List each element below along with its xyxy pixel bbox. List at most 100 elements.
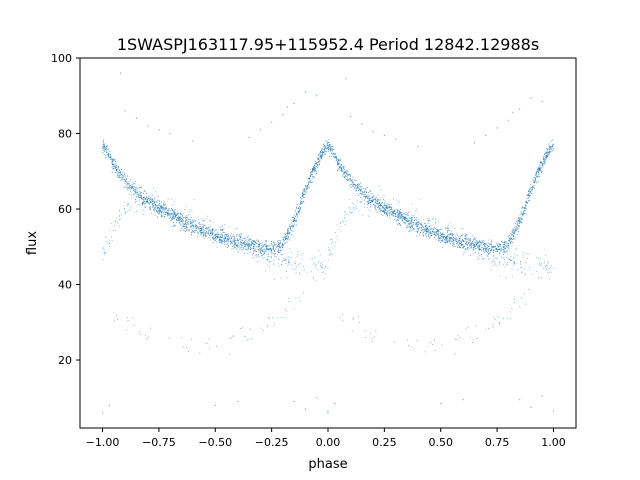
data-point [275, 255, 277, 257]
data-point [159, 203, 161, 205]
data-point [199, 231, 201, 233]
data-point [315, 171, 317, 173]
data-point [497, 245, 499, 247]
data-point [370, 200, 372, 202]
data-point [224, 232, 226, 234]
data-point [127, 204, 129, 206]
data-point [514, 263, 516, 265]
data-point [487, 248, 489, 250]
data-point [185, 222, 187, 224]
data-point [111, 240, 113, 242]
data-point [356, 186, 359, 188]
data-point [425, 227, 427, 229]
data-point [191, 338, 193, 340]
data-point [301, 201, 303, 203]
data-point [486, 254, 488, 256]
data-point [244, 335, 246, 337]
data-point [377, 203, 379, 205]
data-point [526, 198, 528, 200]
data-point [416, 228, 418, 230]
data-point [195, 227, 197, 229]
data-point [449, 222, 451, 224]
data-point [508, 245, 510, 247]
data-point [298, 211, 300, 213]
data-point [154, 207, 156, 209]
data-point [148, 206, 151, 208]
data-point [466, 247, 468, 249]
data-point [146, 192, 148, 194]
data-point [312, 175, 314, 177]
data-point [262, 258, 264, 260]
data-point [420, 227, 422, 229]
data-point [410, 230, 412, 232]
data-point [125, 211, 127, 213]
data-point [335, 153, 337, 155]
data-point [225, 234, 227, 236]
data-point [342, 175, 344, 177]
data-point [343, 166, 345, 168]
data-point [531, 189, 533, 191]
data-point [538, 167, 540, 169]
data-point [435, 218, 437, 220]
data-point [192, 228, 194, 230]
data-point [487, 251, 489, 254]
data-point [141, 195, 143, 197]
data-point [461, 234, 463, 236]
data-point [396, 216, 398, 218]
data-point [247, 338, 249, 340]
data-point [470, 247, 472, 249]
data-point [126, 210, 128, 212]
data-point [255, 254, 257, 256]
data-point [508, 258, 510, 260]
data-point [407, 222, 409, 224]
data-point [221, 226, 223, 228]
data-point [278, 250, 280, 252]
data-point [116, 170, 118, 172]
data-point [293, 400, 295, 403]
data-point [102, 149, 104, 152]
data-point [130, 187, 132, 189]
data-point [175, 213, 177, 215]
data-point [472, 240, 474, 242]
data-point [472, 242, 474, 244]
data-point [162, 206, 164, 208]
data-point [302, 201, 304, 203]
y-tick-label: 60 [58, 203, 72, 216]
data-point [318, 153, 320, 155]
data-point [542, 166, 544, 168]
data-point [465, 240, 467, 242]
data-point [259, 247, 261, 249]
data-point [257, 260, 259, 262]
data-point [383, 213, 385, 215]
data-point [258, 254, 260, 256]
data-point [295, 220, 297, 222]
data-point [124, 172, 126, 174]
data-point [307, 177, 309, 180]
data-point [317, 166, 319, 168]
data-point [494, 262, 496, 264]
data-point [472, 244, 475, 246]
data-point [262, 330, 264, 332]
data-point [454, 353, 456, 355]
data-point [220, 230, 222, 232]
data-point [487, 252, 489, 254]
data-point [510, 241, 512, 243]
data-point [296, 214, 298, 216]
data-point [342, 173, 344, 176]
data-point [103, 253, 105, 255]
data-point [263, 257, 265, 259]
data-point [237, 247, 239, 249]
data-point [345, 176, 347, 178]
data-point [388, 210, 390, 212]
data-point [434, 231, 436, 233]
data-point [392, 213, 394, 215]
data-point [363, 206, 365, 208]
data-point [302, 190, 304, 192]
x-tick-label: −0.75 [142, 436, 176, 449]
data-point [259, 250, 261, 252]
data-point [493, 246, 495, 248]
data-point [159, 204, 161, 206]
data-point [528, 196, 531, 198]
data-point [514, 254, 516, 256]
